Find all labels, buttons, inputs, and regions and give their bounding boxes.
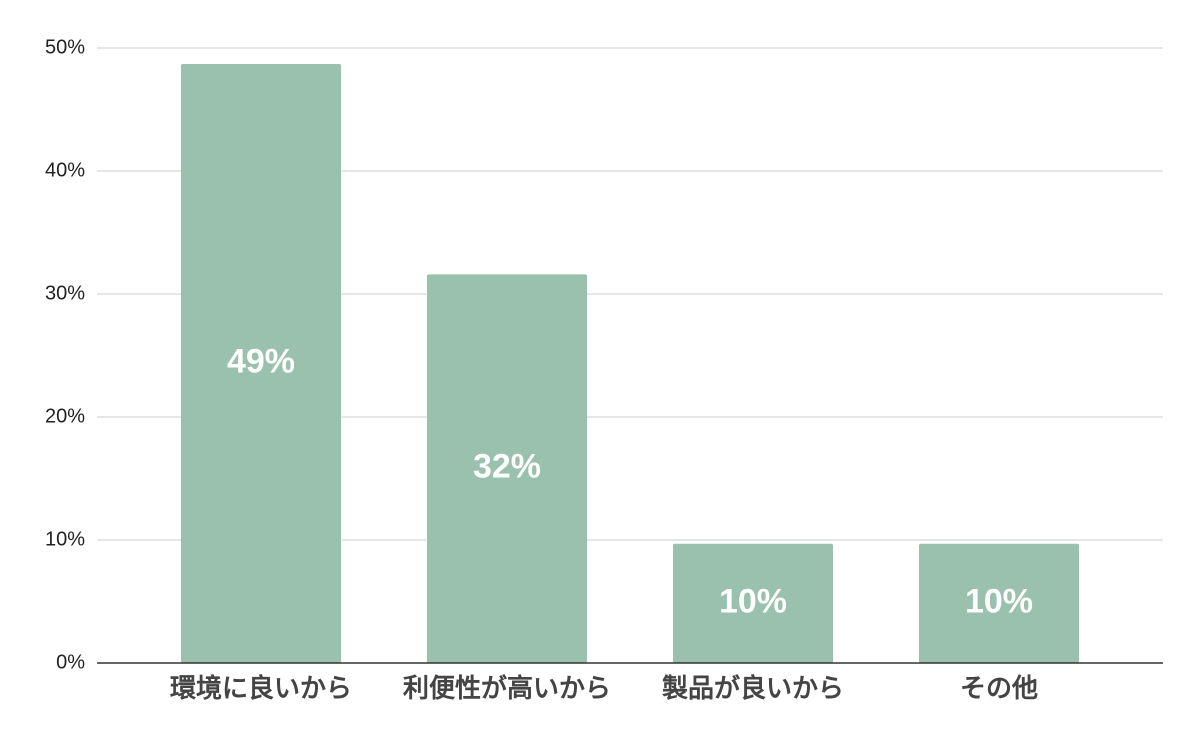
x-tick-label: 製品が良いから (662, 673, 844, 703)
y-tick-label: 10% (45, 528, 85, 550)
y-tick-label: 40% (45, 159, 85, 181)
x-tick-label: その他 (960, 673, 1038, 703)
y-tick-label: 30% (45, 282, 85, 304)
bar (181, 63, 341, 664)
y-tick-label: 50% (45, 36, 85, 58)
y-tick-label: 0% (56, 651, 85, 673)
bar (673, 543, 833, 663)
y-tick-label: 20% (45, 405, 85, 427)
bar (919, 543, 1079, 663)
x-tick-label: 環境に良いから (170, 673, 352, 703)
value-label: 10% (719, 582, 787, 620)
bar (427, 274, 587, 663)
value-label: 32% (473, 448, 541, 486)
x-tick-label: 利便性が高いから (403, 673, 611, 703)
value-label: 10% (965, 582, 1033, 620)
value-label: 49% (227, 342, 295, 380)
